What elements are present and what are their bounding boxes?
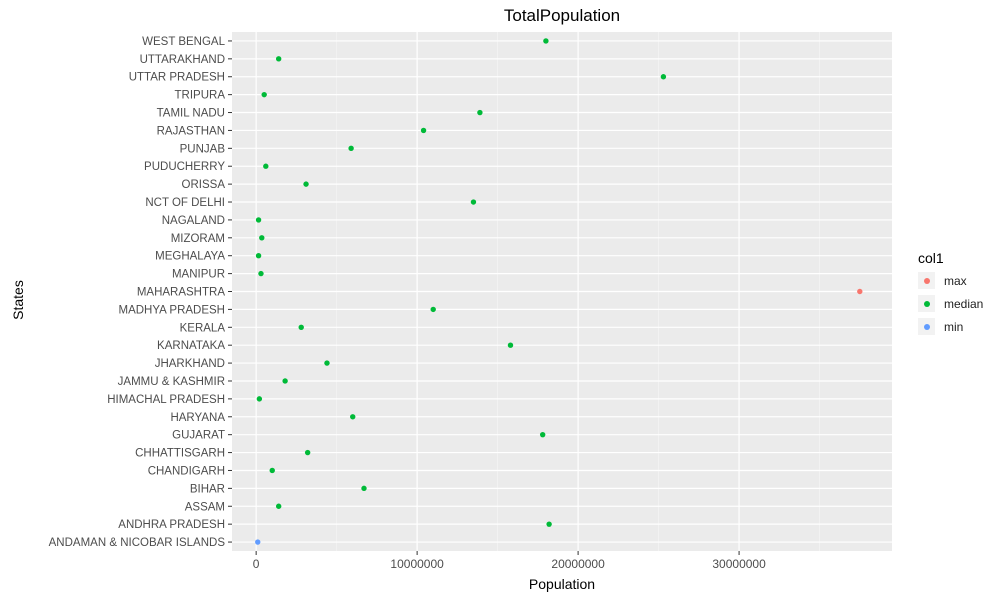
legend-swatch xyxy=(918,272,935,289)
data-point-median xyxy=(361,485,367,492)
x-tick-label: 30000000 xyxy=(712,557,766,571)
x-axis: 0 10000000 20000000 30000000 xyxy=(253,551,766,571)
data-point-median xyxy=(303,181,309,187)
data-point-median xyxy=(507,342,514,348)
legend-dot-min xyxy=(924,324,930,330)
data-point-median xyxy=(282,378,288,384)
y-tick-label: MAHARASHTRA xyxy=(137,287,226,299)
y-tick-label: KARNATAKA xyxy=(157,340,225,352)
y-tick-label: MEGHALAYA xyxy=(155,251,225,263)
y-axis: ANDAMAN & NICOBAR ISLANDS ANDHRA PRADESH A… xyxy=(49,36,232,549)
data-point-median xyxy=(430,306,436,313)
legend-swatch xyxy=(918,295,935,312)
data-point-min xyxy=(255,539,261,545)
data-point-median xyxy=(324,360,330,366)
y-tick-label: HIMACHAL PRADESH xyxy=(107,394,225,406)
y-tick-label: KERALA xyxy=(180,322,226,334)
data-point-median xyxy=(348,145,354,152)
data-point-median xyxy=(350,414,356,420)
data-point-median xyxy=(259,235,265,241)
x-axis-title: Population xyxy=(528,576,596,592)
y-tick-label: ASSAM xyxy=(185,501,225,513)
y-tick-label: MADHYA PRADESH xyxy=(118,304,225,316)
y-tick-label: JAMMU & KASHMIR xyxy=(118,376,225,388)
data-point-median xyxy=(255,217,262,223)
data-point-median xyxy=(304,449,311,456)
legend-item-median: median xyxy=(918,295,998,318)
data-point-median xyxy=(261,91,267,98)
y-tick-label: BIHAR xyxy=(190,483,225,495)
x-tick-label: 20000000 xyxy=(551,557,605,571)
y-tick-label: CHANDIGARH xyxy=(148,465,225,477)
y-tick-label: TAMIL NADU xyxy=(157,108,225,120)
data-point-median xyxy=(420,127,427,134)
legend-label-min: min xyxy=(944,320,964,334)
y-tick-label: NCT OF DELHI xyxy=(145,197,225,209)
legend: col1 max median min xyxy=(918,250,998,341)
y-tick-label: UTTAR PRADESH xyxy=(129,72,225,84)
data-point-median xyxy=(298,324,304,330)
y-tick-label: ANDAMAN & NICOBAR ISLANDS xyxy=(49,537,226,549)
x-tick-label: 10000000 xyxy=(390,557,444,571)
data-point-median xyxy=(269,467,275,474)
data-point-median xyxy=(275,56,282,62)
data-points xyxy=(255,38,863,545)
y-axis-title: States xyxy=(10,280,26,320)
y-tick-label: JHARKHAND xyxy=(155,358,225,370)
y-tick-label: NAGALAND xyxy=(162,215,225,227)
grid-lines xyxy=(232,32,892,551)
y-tick-label: MANIPUR xyxy=(172,269,225,281)
legend-item-max: max xyxy=(918,272,998,295)
x-tick-label: 0 xyxy=(253,557,260,571)
y-tick-label: WEST BENGAL xyxy=(142,36,225,48)
data-point-median xyxy=(660,74,667,80)
y-tick-label: ORISSA xyxy=(182,179,226,191)
data-point-median xyxy=(546,521,552,527)
y-tick-label: CHHATTISGARH xyxy=(135,448,225,460)
y-tick-label: UTTARAKHAND xyxy=(140,54,225,66)
y-tick-label: PUNJAB xyxy=(180,143,226,155)
data-point-median xyxy=(275,503,282,509)
data-point-median xyxy=(477,109,483,116)
y-tick-label: RAJASTHAN xyxy=(157,125,225,137)
legend-label-max: max xyxy=(944,274,967,288)
data-point-median xyxy=(255,253,262,259)
data-point-median xyxy=(258,270,264,277)
data-point-max xyxy=(857,288,863,295)
chart-title: TotalPopulation xyxy=(503,6,621,25)
y-tick-label: GUJARAT xyxy=(172,430,225,442)
data-point-median xyxy=(539,431,546,438)
y-tick-label: ANDHRA PRADESH xyxy=(118,519,225,531)
y-tick-label: TRIPURA xyxy=(175,90,226,102)
legend-label-median: median xyxy=(944,297,984,311)
data-point-median xyxy=(543,38,549,44)
data-point-median xyxy=(263,163,269,169)
y-tick-label: PUDUCHERRY xyxy=(144,161,225,173)
legend-item-min: min xyxy=(918,318,998,341)
legend-title: col1 xyxy=(918,250,944,266)
data-point-median xyxy=(470,199,477,205)
legend-dot-median xyxy=(924,301,930,307)
y-tick-label: HARYANA xyxy=(170,412,225,424)
legend-dot-max xyxy=(924,278,930,284)
data-point-median xyxy=(256,396,263,402)
y-tick-label: MIZORAM xyxy=(171,233,225,245)
legend-swatch xyxy=(918,318,935,335)
